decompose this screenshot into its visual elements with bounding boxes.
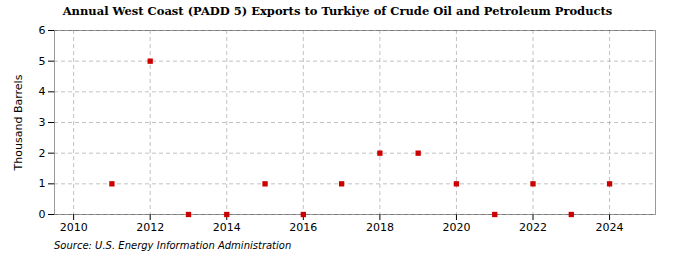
svg-text:2012: 2012 [136, 221, 164, 234]
svg-text:4: 4 [39, 85, 46, 98]
svg-text:2: 2 [39, 147, 46, 160]
svg-text:3: 3 [39, 116, 46, 129]
svg-text:1: 1 [39, 177, 46, 190]
svg-text:2022: 2022 [519, 221, 547, 234]
svg-text:6: 6 [39, 24, 46, 37]
svg-text:5: 5 [39, 55, 46, 68]
svg-text:2024: 2024 [596, 221, 624, 234]
svg-text:2010: 2010 [60, 221, 88, 234]
html-text:Source: U.S. Energy Informatio: Source: U.S. Energy Information Administ… [54, 240, 292, 251]
svg-text:2014: 2014 [213, 221, 241, 234]
svg-text:2020: 2020 [442, 221, 470, 234]
svg-text:2018: 2018 [366, 221, 394, 234]
svg-text:2016: 2016 [289, 221, 317, 234]
html-text:Annual West Coast (PADD 5) Exp: Annual West Coast (PADD 5) Exports to Tu… [62, 4, 613, 18]
svg-text:Thousand Barrels: Thousand Barrels [12, 74, 25, 171]
svg-text:0: 0 [39, 208, 46, 221]
